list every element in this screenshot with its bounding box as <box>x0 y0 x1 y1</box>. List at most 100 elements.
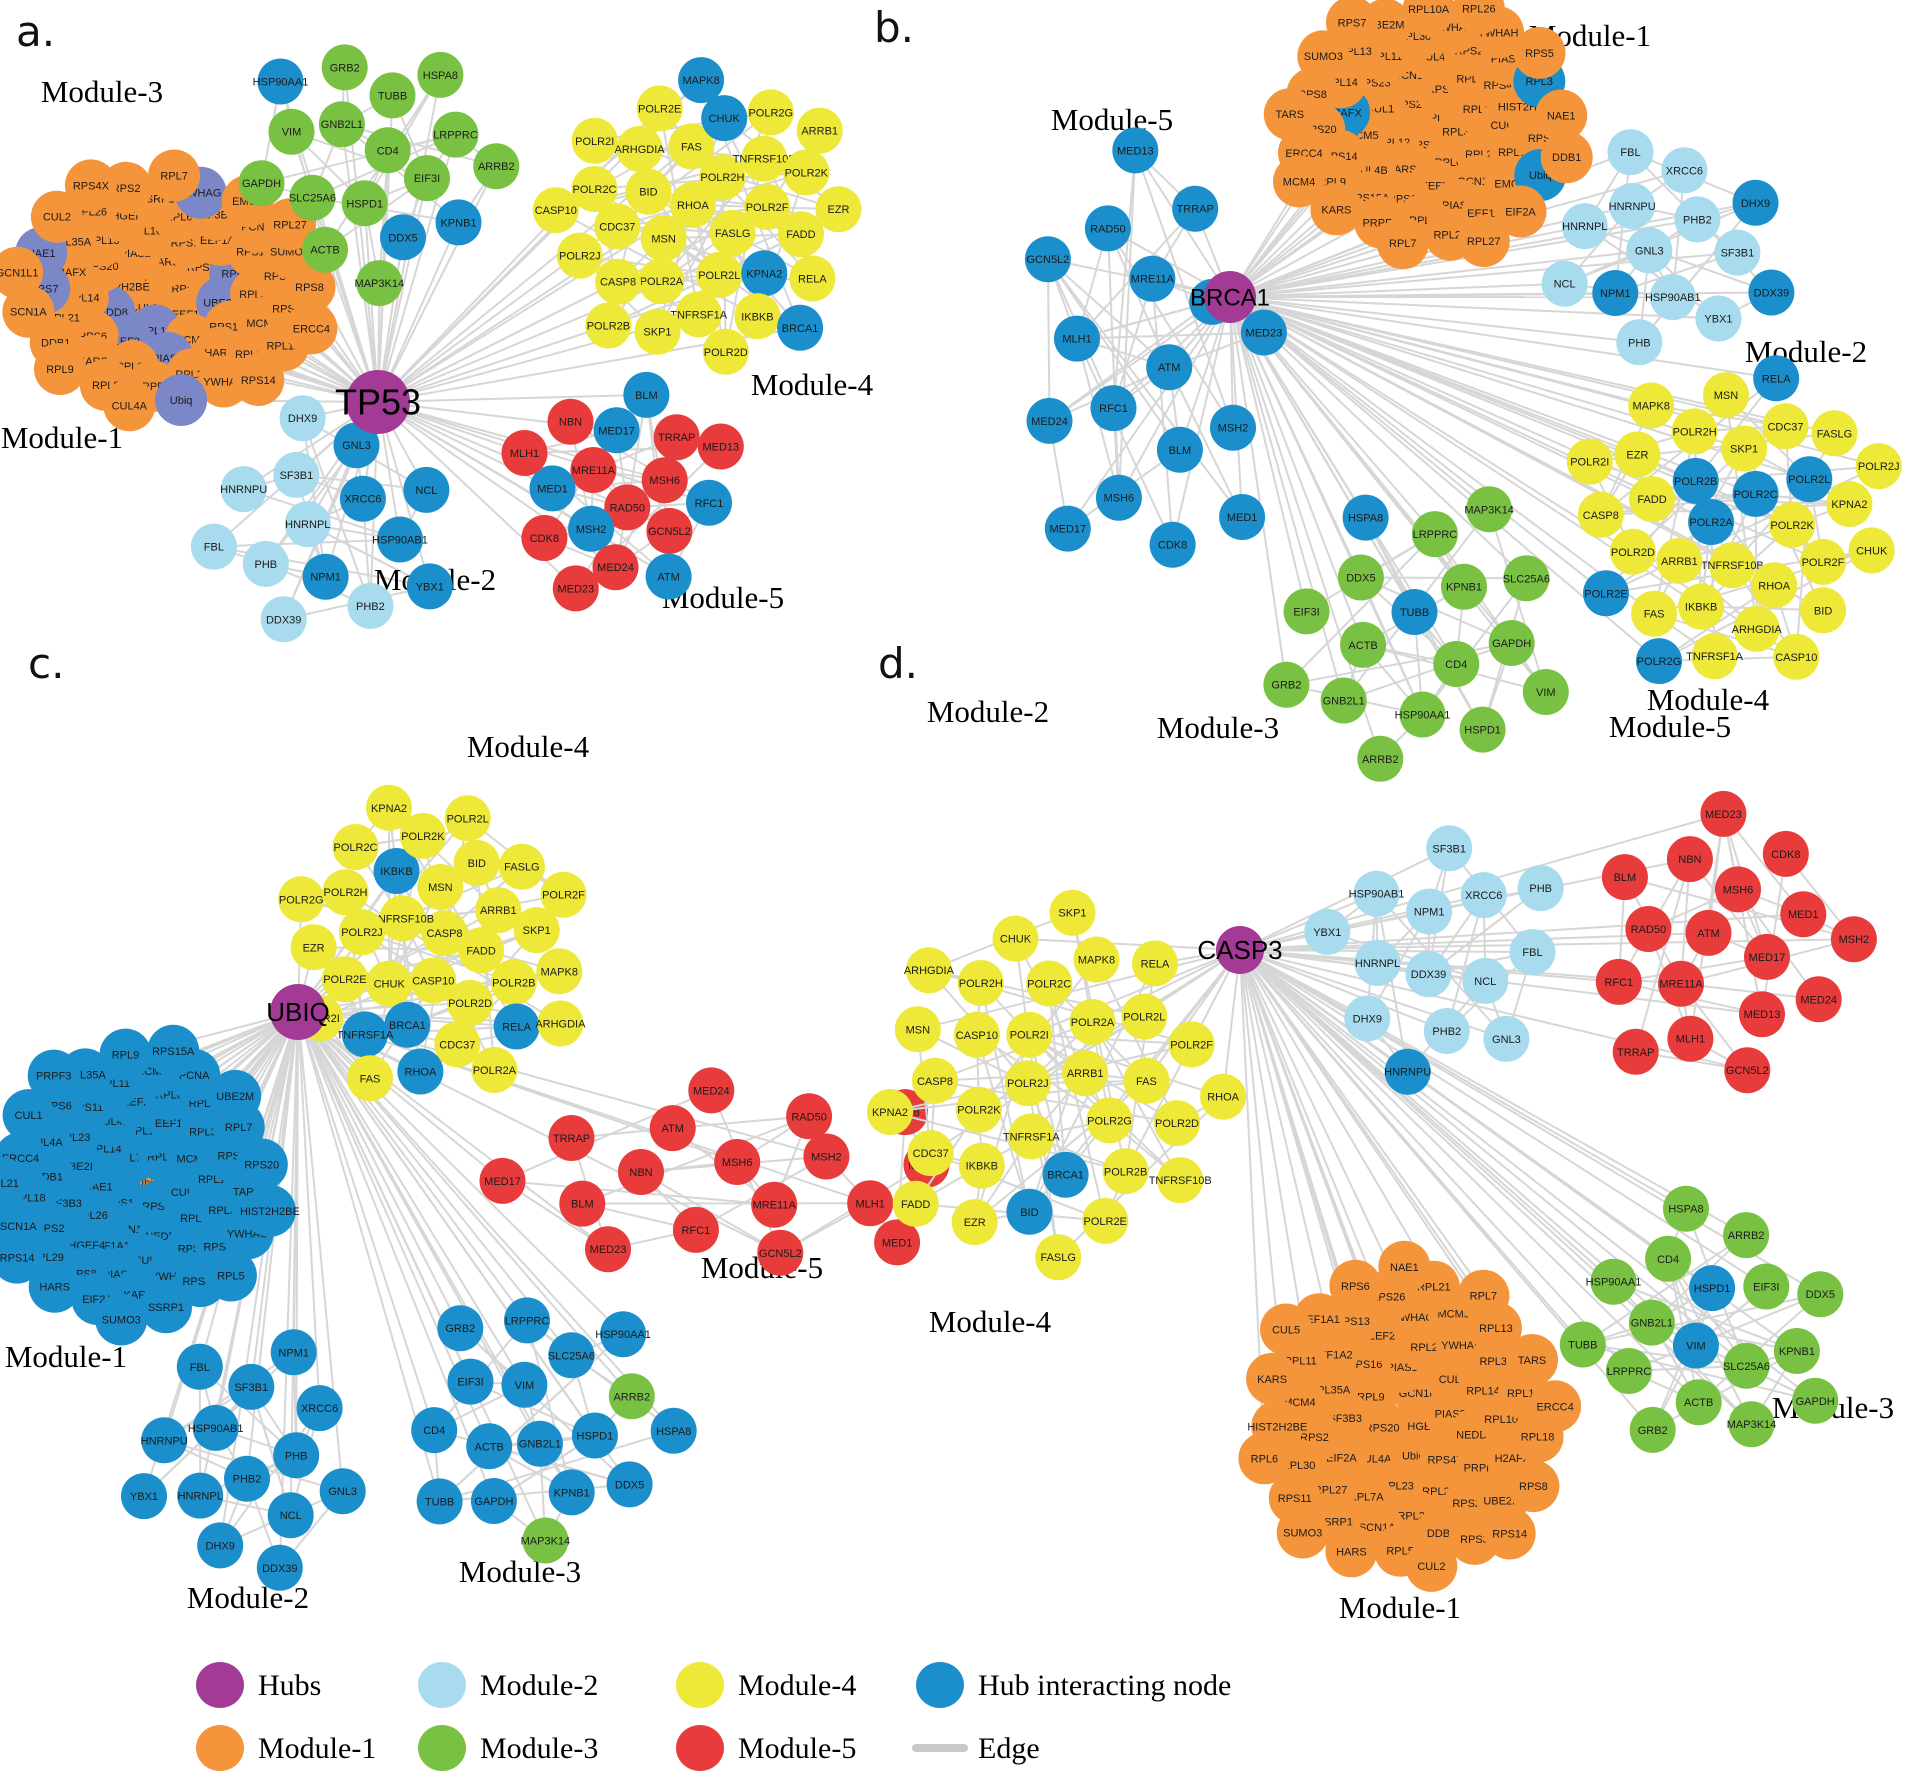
node-label-CDC37: CDC37 <box>1767 421 1803 433</box>
edge <box>1028 949 1241 1036</box>
node-label-ARHGDIA: ARHGDIA <box>535 1019 586 1031</box>
node-ATM <box>645 553 692 600</box>
node-label-CASP10: CASP10 <box>1775 652 1817 664</box>
node-CASP8 <box>912 1057 958 1104</box>
node-label-GNB2L1: GNB2L1 <box>519 1439 561 1451</box>
node-label-HNRNPU: HNRNPU <box>1384 1067 1431 1079</box>
legend-swatch-hub <box>196 1662 244 1708</box>
edge <box>1092 949 1241 1023</box>
edge <box>297 1011 528 1321</box>
node-label-SLC25A6: SLC25A6 <box>1723 1361 1770 1373</box>
node-NAE1 <box>1535 89 1588 142</box>
node-label-ARRB2: ARRB2 <box>478 161 515 173</box>
node-label-XRCC6: XRCC6 <box>301 1403 338 1415</box>
edge <box>341 123 460 224</box>
node-DDX5 <box>1337 554 1384 601</box>
node-ARRB1 <box>796 107 843 154</box>
node-ACTB <box>1340 621 1387 668</box>
node-POLR2D <box>702 328 749 375</box>
node-GRB2 <box>437 1305 484 1352</box>
node-label-MSH6: MSH6 <box>649 475 680 487</box>
node-MED23 <box>585 1226 631 1273</box>
node-MRE11A <box>751 1181 798 1228</box>
node-NPM1 <box>1406 888 1453 935</box>
node-label-ARHGDIA: ARHGDIA <box>615 144 666 156</box>
node-HSP90AA1 <box>1590 1258 1637 1305</box>
node-YBX1 <box>406 563 453 610</box>
node-RPS8 <box>1507 1460 1560 1513</box>
node-POLR2G <box>278 876 325 923</box>
node-label-RPL3: RPL3 <box>1526 76 1554 88</box>
edge <box>340 124 379 403</box>
node-POLR2F <box>744 183 791 230</box>
node-HNRNPL <box>177 1472 224 1519</box>
node-POLR2C <box>571 166 618 212</box>
hub-node-TP53 <box>346 370 410 434</box>
edge <box>1427 887 1542 975</box>
node-label-RPS4X: RPS4X <box>73 180 110 192</box>
edge <box>1076 338 1174 546</box>
node-label-HNRNPU: HNRNPU <box>220 484 267 496</box>
node-label-RPL18: RPL18 <box>1521 1432 1555 1444</box>
node-TUBB <box>416 1478 463 1525</box>
edge <box>1229 282 1565 298</box>
edge <box>297 1011 504 1182</box>
node-label-SCN1A: SCN1A <box>10 307 47 319</box>
node-POLR2L <box>1121 993 1168 1040</box>
node-LRPPRC <box>504 1297 550 1344</box>
node-NCL <box>267 1492 314 1539</box>
hub-label-CASP3: CASP3 <box>1197 935 1282 965</box>
node-label-MSH6: MSH6 <box>1723 884 1754 896</box>
node-label-FADD: FADD <box>466 945 495 957</box>
node-label-IKBKB: IKBKB <box>966 1161 998 1173</box>
node-MAP3K14 <box>1728 1401 1775 1448</box>
legend-label-module-2: Module-2 <box>480 1669 598 1702</box>
node-label-NBN: NBN <box>1678 854 1701 866</box>
node-XRCC6 <box>1460 872 1507 919</box>
node-TUBB <box>1391 589 1438 635</box>
edge <box>1239 847 1450 951</box>
node-HARS <box>1325 1525 1378 1578</box>
node-label-EIF3I: EIF3I <box>1293 606 1319 618</box>
node-label-FAS: FAS <box>1136 1076 1157 1088</box>
node-label-POLR2F: POLR2F <box>1170 1039 1213 1051</box>
node-label-KARS: KARS <box>1257 1374 1287 1386</box>
node-label-BLM: BLM <box>1169 445 1192 457</box>
node-GCN5L2 <box>1024 236 1071 283</box>
node-GNB2L1 <box>1628 1299 1675 1346</box>
node-MAPK8 <box>536 948 583 995</box>
node-label-KPNA2: KPNA2 <box>1831 499 1867 511</box>
node-label-CDC37: CDC37 <box>599 221 635 233</box>
hub-label-UBIQ: UBIQ <box>266 997 330 1027</box>
module-label-a-module-3: Module-3 <box>41 74 163 109</box>
node-DHX9 <box>197 1522 244 1569</box>
hub-node-CASP3 <box>1216 926 1264 974</box>
node-MRE11A <box>1129 255 1176 302</box>
node-label-CDK8: CDK8 <box>1771 849 1800 861</box>
node-label-SF3B1: SF3B1 <box>1721 248 1755 260</box>
node-label-RPS20: RPS20 <box>1365 1423 1400 1435</box>
node-NPM1 <box>270 1329 317 1376</box>
edge <box>377 107 661 403</box>
node-BLM <box>1156 426 1203 473</box>
node-HNRNPL <box>1354 940 1401 986</box>
node-label-KPNA2: KPNA2 <box>746 268 782 280</box>
node-label-LRPPRC: LRPPRC <box>1607 1366 1652 1378</box>
node-label-SF3B3: SF3B3 <box>1328 1413 1362 1425</box>
node-ATM <box>1685 909 1732 956</box>
edge <box>660 158 765 282</box>
node-NCL <box>1462 957 1509 1004</box>
node-GNL3 <box>333 422 380 469</box>
node-label-CUL4A: CUL4A <box>112 400 148 412</box>
node-RPL6 <box>1238 1432 1291 1485</box>
node-CUL4A <box>103 379 156 432</box>
node-HIST2H2BE <box>243 1184 296 1237</box>
edge <box>1047 258 1170 368</box>
edge <box>581 1115 810 1205</box>
node-POLR2A <box>1688 499 1735 545</box>
node-POLR2I <box>571 117 618 164</box>
node-label-KPNB1: KPNB1 <box>440 217 476 229</box>
node-YBX1 <box>121 1473 167 1520</box>
node-label-HARS: HARS <box>39 1282 70 1294</box>
node-RELA <box>1132 940 1178 987</box>
